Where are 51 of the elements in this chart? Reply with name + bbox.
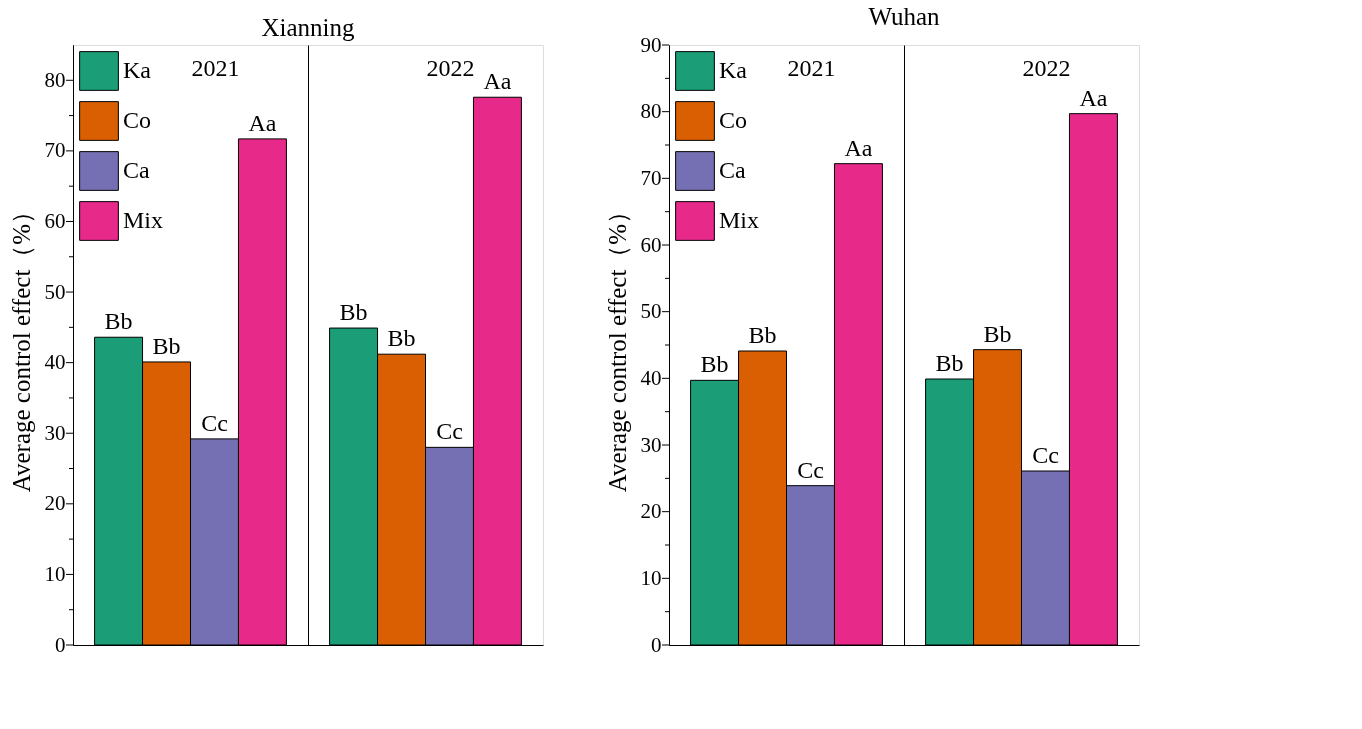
y-tick-label: 90 bbox=[640, 32, 662, 57]
data-label: Aa bbox=[1079, 84, 1108, 111]
y-tick-label: 60 bbox=[640, 232, 662, 257]
legend-label: Ka bbox=[123, 57, 152, 83]
legend-label: Mix bbox=[719, 207, 760, 233]
chart-title: Xianning bbox=[261, 14, 356, 41]
data-label: Bb bbox=[748, 322, 777, 348]
chart-title: Wuhan bbox=[868, 3, 941, 30]
data-label: Cc bbox=[1032, 442, 1059, 468]
y-tick-label: 50 bbox=[44, 279, 66, 304]
y-tick-label: 40 bbox=[44, 350, 66, 375]
y-tick-label: 30 bbox=[44, 420, 66, 445]
x-tick-label: 2022 bbox=[426, 55, 475, 81]
data-label: Bb bbox=[935, 350, 964, 376]
y-axis-title: Average control effect（%） bbox=[603, 198, 631, 493]
legend-label: Ka bbox=[719, 57, 748, 83]
legend-label: Ca bbox=[719, 157, 747, 183]
y-tick-label: 20 bbox=[44, 491, 66, 516]
data-label: Bb bbox=[700, 351, 729, 378]
data-label: Bb bbox=[387, 325, 416, 352]
y-tick-label: 80 bbox=[640, 99, 662, 124]
y-tick-label: 10 bbox=[44, 561, 66, 586]
legend-label: Ca bbox=[123, 157, 151, 183]
data-label: Bb bbox=[339, 299, 368, 326]
data-label: Bb bbox=[983, 320, 1012, 347]
data-label: Bb bbox=[104, 308, 133, 335]
x-tick-label: 2022 bbox=[1022, 55, 1071, 81]
y-tick-label: 0 bbox=[651, 632, 662, 657]
data-label: Cc bbox=[436, 418, 463, 445]
y-tick-label: 70 bbox=[640, 165, 662, 190]
y-tick-label: 80 bbox=[44, 67, 66, 92]
legend-label: Co bbox=[719, 107, 748, 133]
data-label: Aa bbox=[844, 134, 873, 161]
y-tick-label: 50 bbox=[640, 299, 662, 324]
y-tick-label: 30 bbox=[640, 432, 662, 457]
data-label: Bb bbox=[152, 332, 181, 359]
data-label: Aa bbox=[248, 109, 277, 136]
x-tick-label: 2021 bbox=[787, 55, 836, 81]
data-label: Cc bbox=[201, 409, 228, 436]
y-tick-label: 60 bbox=[44, 208, 66, 233]
data-label: Cc bbox=[797, 456, 824, 483]
data-label: Aa bbox=[483, 68, 512, 95]
legend-label: Co bbox=[123, 107, 152, 133]
y-axis-title: Average control effect（%） bbox=[7, 198, 35, 493]
y-tick-label: 10 bbox=[640, 565, 662, 590]
y-tick-label: 40 bbox=[640, 365, 662, 390]
y-tick-label: 0 bbox=[55, 632, 66, 657]
x-tick-label: 2021 bbox=[191, 55, 240, 81]
y-tick-label: 20 bbox=[640, 499, 662, 524]
y-tick-label: 70 bbox=[44, 138, 66, 163]
legend-label: Mix bbox=[123, 207, 164, 233]
